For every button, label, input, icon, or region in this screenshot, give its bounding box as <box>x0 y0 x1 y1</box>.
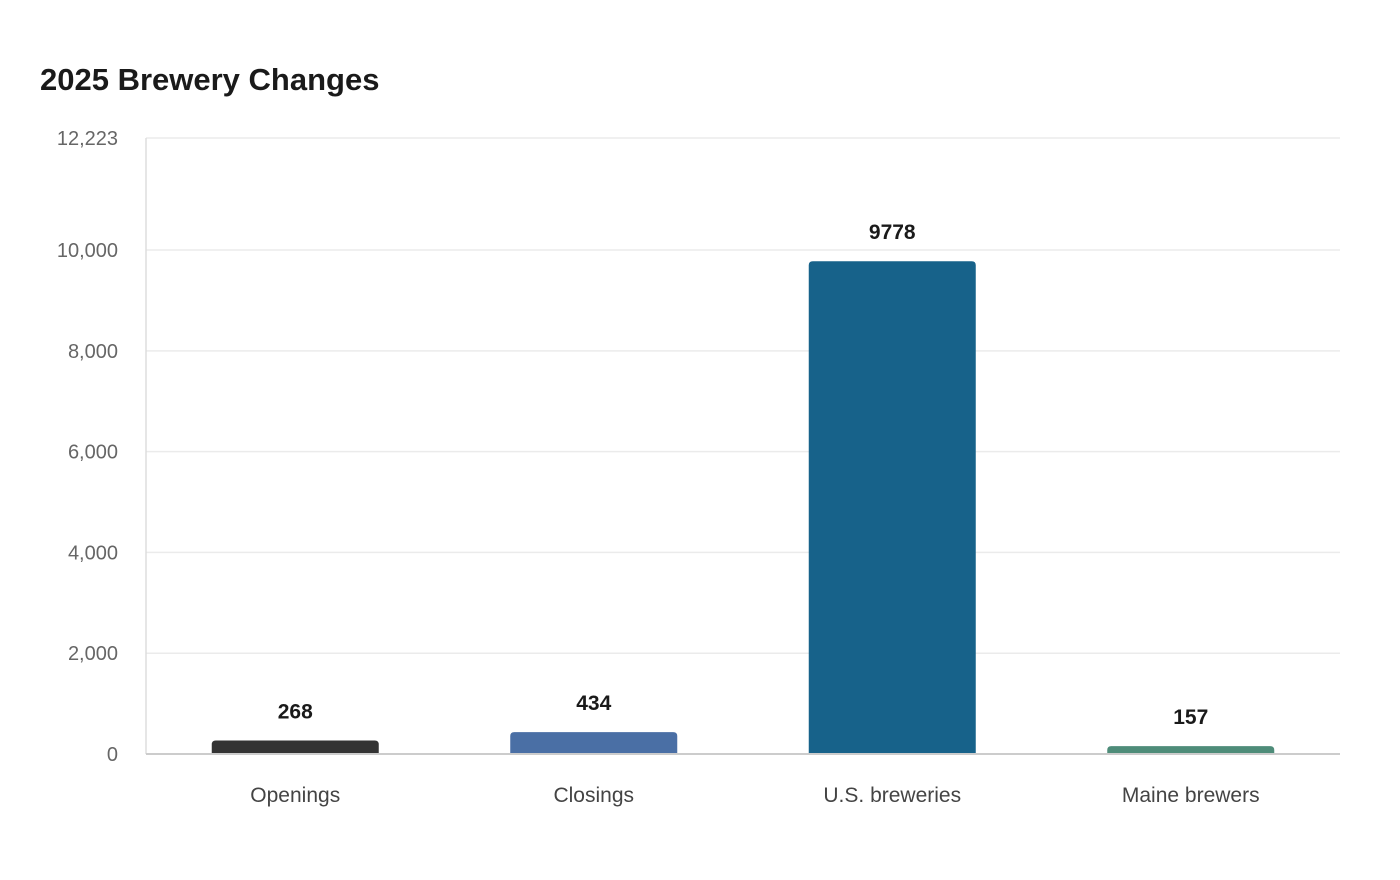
chart-title: 2025 Brewery Changes <box>40 62 380 97</box>
y-tick-label: 8,000 <box>68 341 118 363</box>
data-label: 157 <box>1173 706 1208 729</box>
bar-u-s-breweries <box>808 261 976 754</box>
y-tick-label: 6,000 <box>68 442 118 464</box>
y-tick-label: 0 <box>107 744 118 766</box>
bar-openings <box>211 740 379 754</box>
x-category-label: Maine brewers <box>1122 784 1260 807</box>
bar-closings <box>510 732 678 754</box>
x-category-label: U.S. breweries <box>823 784 961 807</box>
y-tick-label: 12,223 <box>57 128 118 150</box>
bar-maine-brewers <box>1107 746 1275 754</box>
data-label: 268 <box>278 700 313 723</box>
y-tick-label: 4,000 <box>68 542 118 564</box>
y-tick-label: 10,000 <box>57 240 118 262</box>
data-label: 434 <box>576 692 611 715</box>
data-label: 9778 <box>869 221 916 244</box>
x-category-label: Openings <box>250 784 340 807</box>
y-tick-label: 2,000 <box>68 643 118 665</box>
x-category-label: Closings <box>553 784 634 807</box>
